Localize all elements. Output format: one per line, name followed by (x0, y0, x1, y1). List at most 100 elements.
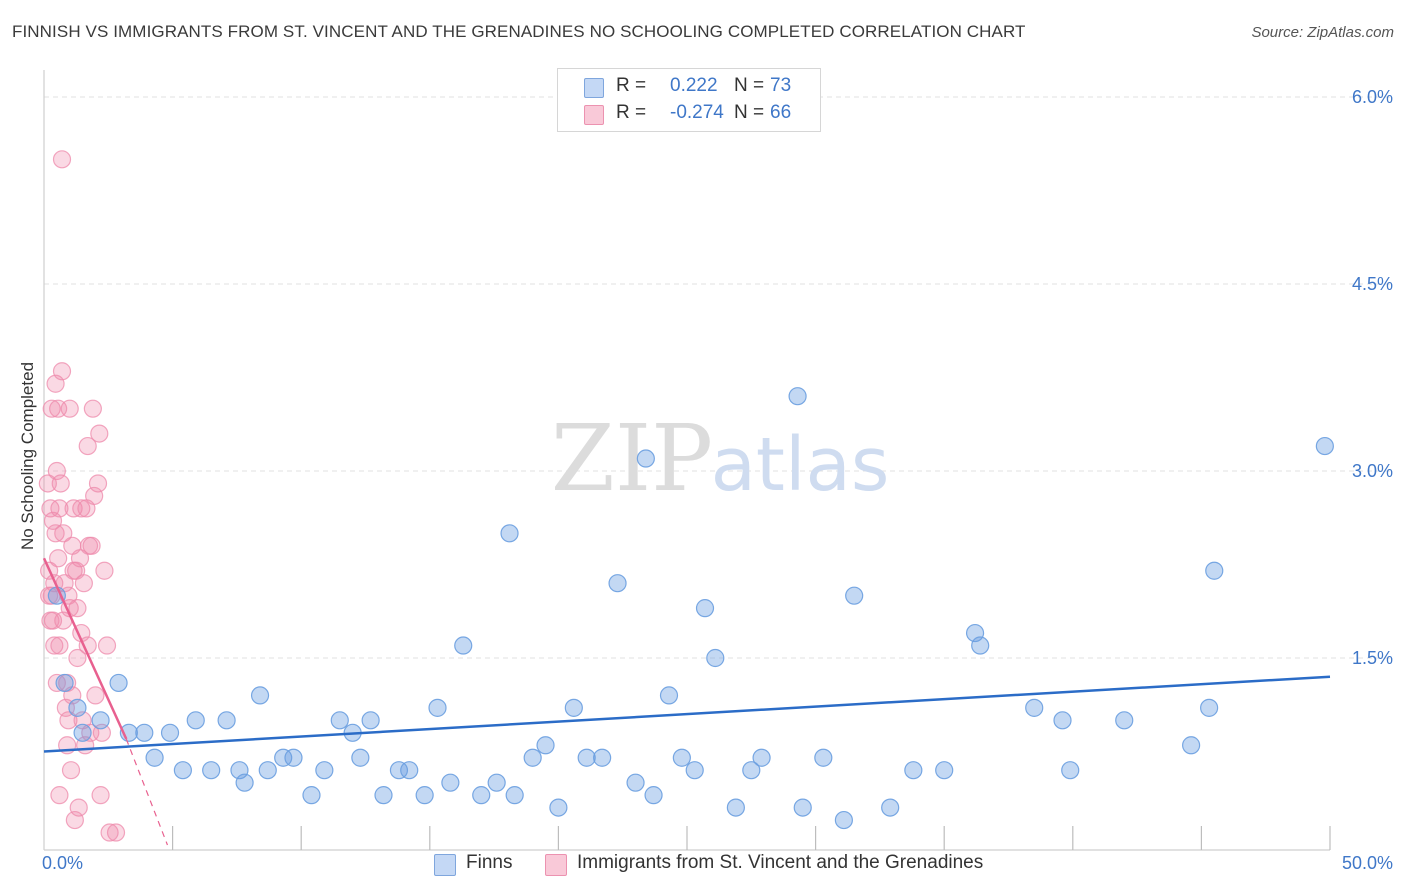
immigrants-legend-label: Immigrants from St. Vincent and the Gren… (577, 852, 984, 873)
finns-point (1315, 436, 1334, 456)
immigrants-point (40, 586, 59, 605)
n-label: N = (734, 75, 765, 96)
source-note: Source: ZipAtlas.com (1251, 24, 1394, 41)
y-tick-label: 1.5% (1352, 648, 1393, 668)
finns-point (549, 798, 568, 817)
immigrants-point (45, 636, 64, 655)
finns-point (695, 599, 715, 618)
y-tick-label: 6.0% (1352, 87, 1393, 107)
n-value: 66 (770, 102, 792, 123)
finns-point (472, 786, 491, 805)
immigrants-point (90, 424, 109, 443)
finns-point (1200, 698, 1219, 717)
immigrants-point (50, 499, 69, 518)
immigrants-point (78, 436, 97, 456)
immigrants-point (41, 611, 60, 630)
immigrants-point (64, 499, 83, 518)
immigrants-point (100, 823, 119, 842)
finns-point (814, 748, 833, 767)
tick-labels: 1.5% 3.0% 4.5% 6.0% 0.0% 50.0% (42, 87, 1393, 873)
finns-point (726, 798, 745, 817)
immigrants-point (50, 786, 69, 805)
r-label: R = (616, 75, 647, 96)
finns-point (351, 748, 370, 767)
finns-point (441, 773, 460, 792)
finns-point (536, 736, 555, 755)
immigrants-trendline-extension (125, 738, 169, 846)
finns-point (685, 761, 704, 780)
finns-point (454, 636, 473, 655)
finns-point (834, 810, 853, 830)
finns-point (644, 786, 663, 805)
n-value: 73 (770, 75, 792, 96)
watermark-atlas: atlas (711, 422, 890, 508)
finns-point (706, 648, 725, 668)
immigrants-point (59, 711, 78, 730)
series-legend: Finns Immigrants from St. Vincent and th… (0, 852, 1406, 878)
y-axis-label: No Schooling Completed (18, 361, 37, 551)
finns-point (577, 748, 596, 767)
immigrants-point (51, 474, 70, 493)
finns-point (415, 786, 434, 805)
finns-point (109, 673, 128, 693)
finns-point (330, 711, 349, 730)
immigrants-point (69, 798, 88, 817)
finns-point (274, 748, 293, 767)
immigrants-point (82, 536, 101, 555)
finns-point (173, 761, 192, 780)
finns-point (217, 711, 236, 730)
immigrants-point (74, 574, 93, 593)
finns-point (389, 761, 409, 780)
finns-point (659, 686, 679, 705)
correlation-legend: R = 0.222 N = 73 R = -0.274 N = 66 (557, 68, 821, 132)
finns-point (135, 723, 154, 742)
finns-point (250, 686, 270, 705)
finns-point (186, 711, 205, 730)
immigrants-point (95, 561, 114, 580)
immigrants-point (54, 524, 73, 543)
finns-point (935, 761, 954, 780)
immigrants-swatch (584, 105, 604, 125)
immigrants-point (61, 761, 81, 780)
finns-point (315, 761, 334, 780)
immigrants-point (52, 362, 72, 381)
finns-point (845, 586, 864, 605)
watermark: ZIP atlas (551, 405, 890, 512)
finns-point (626, 773, 645, 792)
finns-legend-swatch (434, 854, 456, 876)
immigrants-point (47, 673, 66, 693)
immigrants-point (50, 636, 69, 655)
finns-point (1115, 711, 1134, 730)
finns-point (788, 387, 807, 406)
finns-point (284, 748, 303, 767)
immigrants-point (106, 823, 126, 842)
finns-point (636, 449, 655, 468)
axes-layer (43, 70, 1331, 851)
x-tick-label: 0.0% (42, 853, 83, 873)
finns-swatch (584, 78, 604, 98)
finns-point (505, 786, 524, 805)
finns-point (904, 761, 923, 780)
finns-point (1182, 736, 1201, 755)
y-tick-label: 4.5% (1352, 274, 1393, 294)
finns-trendline (43, 675, 1331, 753)
finns-point (428, 698, 447, 717)
finns-point (258, 761, 277, 780)
finns-point (73, 723, 92, 742)
immigrants-legend-swatch (545, 854, 567, 876)
immigrants-point (68, 648, 87, 668)
immigrants-trendline (42, 557, 128, 740)
finns-point (1205, 561, 1224, 580)
immigrants-point (64, 561, 83, 580)
finns-point (202, 761, 221, 780)
grid-layer (44, 96, 1392, 659)
finns-point (881, 798, 900, 817)
finns-point (564, 698, 583, 717)
finns-point (145, 748, 164, 767)
finns-point (302, 786, 321, 805)
r-label: R = (616, 102, 647, 123)
finns-point (235, 773, 254, 792)
immigrants-point (72, 499, 91, 518)
finns-point (793, 798, 812, 817)
finns-point (55, 673, 74, 693)
